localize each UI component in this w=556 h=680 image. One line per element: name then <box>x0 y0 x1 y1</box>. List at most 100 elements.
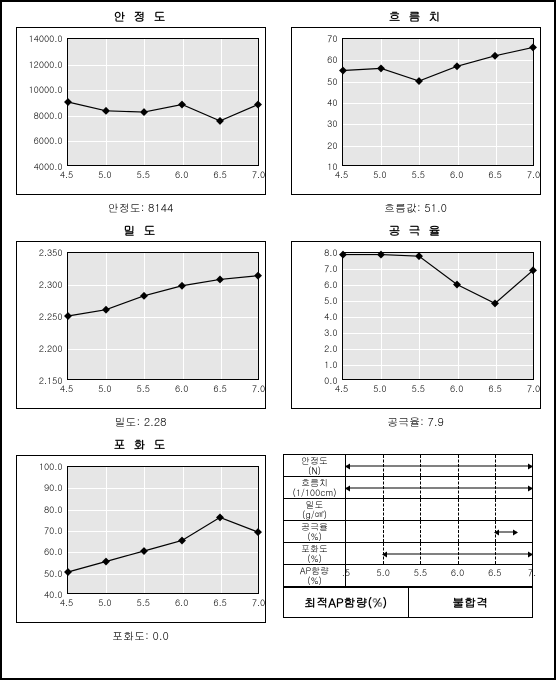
range-table: 안정도(N)흐름치(1/100cm)밀도(g/㎤)공극율(%)포화도(%)AP함… <box>283 454 533 618</box>
plot-rect <box>342 38 534 166</box>
x-tick-label: 4.5 <box>332 382 352 395</box>
series-svg <box>68 39 258 165</box>
chart-caption: 흐름값: 51.0 <box>384 201 447 216</box>
y-tick-label: 6000.0 <box>21 134 63 147</box>
chart-frame: 2.1502.2002.2502.3002.3504.55.05.56.06.5… <box>16 241 266 409</box>
y-tick-label: 7.0 <box>296 262 338 275</box>
range-row-bar <box>346 455 532 476</box>
chart-title: 안 정 도 <box>114 8 168 25</box>
range-row-bar <box>346 477 532 498</box>
x-tick-label: 7.0 <box>249 596 269 609</box>
y-tick-label: 6.0 <box>296 278 338 291</box>
y-tick-label: 80.0 <box>21 503 63 516</box>
chart-area: 2.1502.2002.2502.3002.3504.55.05.56.06.5… <box>21 246 263 404</box>
range-axis-row: AP함량(%).55.05.56.06.57. <box>284 565 532 587</box>
chart-area: 4000.06000.08000.010000.012000.014000.04… <box>21 32 263 190</box>
range-row-bar <box>346 543 532 564</box>
chart-caption: 공극율: 7.9 <box>387 415 444 430</box>
plot-rect <box>67 252 259 380</box>
y-tick-label: 5.0 <box>296 294 338 307</box>
y-tick-label: 14000.0 <box>21 32 63 45</box>
x-tick-label: 6.0 <box>172 382 192 395</box>
series-svg <box>68 253 258 379</box>
range-axis-label: AP함량(%) <box>284 565 346 586</box>
range-axis-tick: 6.5 <box>488 566 501 579</box>
x-tick-label: 7.0 <box>249 382 269 395</box>
x-tick-label: 6.5 <box>485 382 505 395</box>
range-row-label: 포화도(%) <box>284 543 346 564</box>
x-tick-label: 6.0 <box>172 596 192 609</box>
y-tick-label: 50.0 <box>21 567 63 580</box>
range-row: 공극율(%) <box>284 521 532 543</box>
chart-cell-void: 공 극 율0.01.02.03.04.05.06.07.08.04.55.05.… <box>283 222 548 432</box>
y-tick-label: 4.0 <box>296 310 338 323</box>
x-tick-label: 6.5 <box>210 596 230 609</box>
range-axis-tick: 5.0 <box>377 566 390 579</box>
x-tick-label: 7.0 <box>249 168 269 181</box>
y-tick-label: 60.0 <box>21 545 63 558</box>
footer-right: 불합격 <box>409 588 533 617</box>
range-row-label: 흐름치(1/100cm) <box>284 477 346 498</box>
range-axis-tick: 6.0 <box>451 566 464 579</box>
range-row-label: 밀도(g/㎤) <box>284 499 346 520</box>
chart-cell-saturation: 포 화 도40.050.060.070.080.090.0100.04.55.0… <box>8 436 273 646</box>
range-row: 안정도(N) <box>284 455 532 477</box>
range-row-bar <box>346 499 532 520</box>
x-tick-label: 5.5 <box>133 596 153 609</box>
chart-area: 40.050.060.070.080.090.0100.04.55.05.56.… <box>21 460 263 618</box>
plot-rect <box>67 466 259 594</box>
x-tick-label: 4.5 <box>57 382 77 395</box>
chart-caption: 포화도: 0.0 <box>112 629 169 644</box>
x-tick-label: 4.5 <box>332 168 352 181</box>
y-tick-label: 40 <box>296 96 338 109</box>
range-row-bar <box>346 521 532 542</box>
y-tick-label: 12000.0 <box>21 58 63 71</box>
chart-frame: 4000.06000.08000.010000.012000.014000.04… <box>16 27 266 195</box>
range-row: 포화도(%) <box>284 543 532 565</box>
x-tick-label: 4.5 <box>57 168 77 181</box>
range-footer: 최적AP함량(%)불합격 <box>284 587 532 617</box>
y-tick-label: 2.250 <box>21 310 63 323</box>
y-tick-label: 30 <box>296 117 338 130</box>
y-tick-label: 100.0 <box>21 460 63 473</box>
range-axis-tick: 5.5 <box>414 566 427 579</box>
chart-frame: 102030405060704.55.05.56.06.57.0 <box>291 27 541 195</box>
range-table-cell: 안정도(N)흐름치(1/100cm)밀도(g/㎤)공극율(%)포화도(%)AP함… <box>283 436 548 646</box>
x-tick-label: 5.5 <box>133 382 153 395</box>
x-tick-label: 6.5 <box>485 168 505 181</box>
page-frame: 안 정 도4000.06000.08000.010000.012000.0140… <box>0 0 556 680</box>
chart-caption: 안정도: 8144 <box>108 201 174 216</box>
chart-area: 102030405060704.55.05.56.06.57.0 <box>296 32 538 190</box>
range-row: 흐름치(1/100cm) <box>284 477 532 499</box>
x-tick-label: 5.5 <box>408 382 428 395</box>
chart-title: 공 극 율 <box>389 222 443 239</box>
y-tick-label: 20 <box>296 139 338 152</box>
y-tick-label: 2.200 <box>21 342 63 355</box>
charts-grid: 안 정 도4000.06000.08000.010000.012000.0140… <box>8 8 548 646</box>
y-tick-label: 10000.0 <box>21 83 63 96</box>
chart-area: 0.01.02.03.04.05.06.07.08.04.55.05.56.06… <box>296 246 538 404</box>
y-tick-label: 60 <box>296 53 338 66</box>
chart-title: 밀 도 <box>124 222 158 239</box>
plot-rect <box>67 38 259 166</box>
range-row-label: 공극율(%) <box>284 521 346 542</box>
chart-frame: 0.01.02.03.04.05.06.07.08.04.55.05.56.06… <box>291 241 541 409</box>
x-tick-label: 6.0 <box>447 382 467 395</box>
x-tick-label: 5.5 <box>408 168 428 181</box>
x-tick-label: 5.5 <box>133 168 153 181</box>
x-tick-label: 5.0 <box>95 168 115 181</box>
series-svg <box>68 467 258 593</box>
x-tick-label: 6.0 <box>447 168 467 181</box>
y-tick-label: 70 <box>296 32 338 45</box>
series-svg <box>343 39 533 165</box>
y-tick-label: 8000.0 <box>21 109 63 122</box>
x-tick-label: 7.0 <box>524 382 544 395</box>
range-axis-tick: 7. <box>528 566 536 579</box>
x-tick-label: 4.5 <box>57 596 77 609</box>
plot-rect <box>342 252 534 380</box>
chart-cell-stability: 안 정 도4000.06000.08000.010000.012000.0140… <box>8 8 273 218</box>
chart-cell-density: 밀 도2.1502.2002.2502.3002.3504.55.05.56.0… <box>8 222 273 432</box>
y-tick-label: 90.0 <box>21 481 63 494</box>
footer-left: 최적AP함량(%) <box>284 588 409 617</box>
range-row: 밀도(g/㎤) <box>284 499 532 521</box>
